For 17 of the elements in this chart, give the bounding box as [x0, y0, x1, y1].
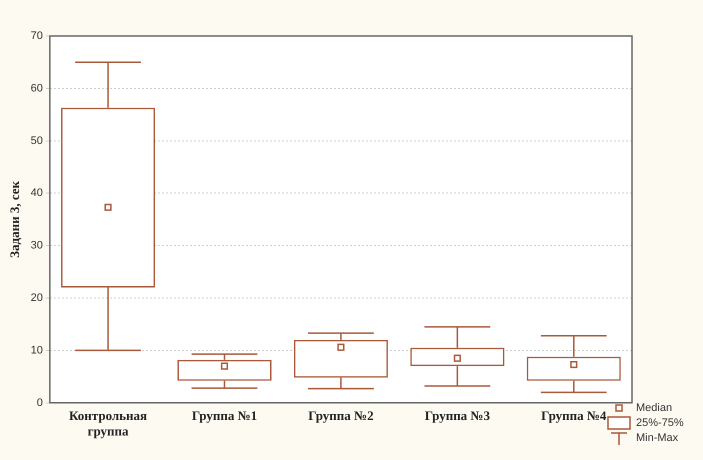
- x-tick-label: Контрольная группа: [69, 408, 148, 439]
- y-tick-label: 20: [30, 292, 43, 304]
- x-tick-label: Группа №4: [541, 408, 607, 423]
- y-tick-label: 0: [36, 396, 43, 409]
- text: Min-Max: [636, 432, 678, 444]
- x-tick-label: Группа №3: [424, 408, 490, 423]
- x-tick-label: Группа №2: [308, 408, 374, 423]
- y-tick-label: 50: [30, 134, 43, 147]
- x-tick-label: Группа №1: [192, 408, 258, 423]
- y-tick-label: 10: [30, 344, 43, 356]
- text: Median: [636, 402, 672, 414]
- y-tick-label: 40: [30, 187, 43, 200]
- y-tick-label: 70: [30, 30, 43, 42]
- text: 25%-75%: [636, 416, 684, 428]
- y-axis-title: Задани 3, сек: [7, 180, 22, 258]
- y-tick-label: 30: [30, 240, 43, 252]
- y-tick-label: 60: [30, 82, 43, 94]
